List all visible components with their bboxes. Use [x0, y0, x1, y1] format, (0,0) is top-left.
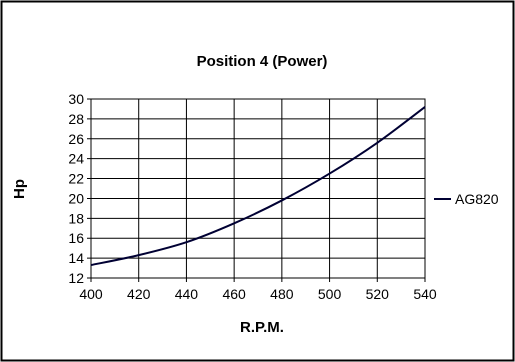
x-tick-label: 500	[318, 286, 342, 302]
x-axis-label: R.P.M.	[240, 319, 284, 336]
x-tick-label: 440	[175, 286, 199, 302]
series-line-ag820	[90, 106, 426, 267]
x-tick-label: 420	[127, 286, 151, 302]
y-tick-label: 26	[68, 131, 84, 147]
chart-title: Position 4 (Power)	[197, 53, 328, 70]
plot-area	[87, 98, 426, 282]
y-tick-label: 16	[68, 230, 84, 246]
y-tick-label: 28	[68, 111, 84, 127]
x-tick-label: 480	[270, 286, 294, 302]
x-tick-label: 460	[222, 286, 246, 302]
y-tick-label: 22	[68, 171, 84, 187]
y-tick-label: 12	[68, 270, 84, 286]
x-tick-label: 540	[413, 286, 437, 302]
y-tick-label: 18	[68, 210, 84, 226]
plot-border	[90, 98, 426, 279]
y-tick-label: 14	[68, 250, 84, 266]
x-tick-label: 400	[79, 286, 103, 302]
x-tick-labels: 400 420 440 460 480 500 520 540	[79, 286, 437, 302]
y-tick-label: 30	[68, 91, 84, 107]
y-tick-label: 20	[68, 190, 84, 206]
legend: AG820	[434, 191, 499, 207]
legend-entry-ag820: AG820	[455, 191, 499, 207]
y-tick-label: 24	[68, 151, 84, 167]
y-tick-labels: 12 14 16 18 20 22 24 26 28 30	[68, 91, 84, 286]
y-axis-label: Hp	[11, 179, 28, 199]
x-tick-label: 520	[366, 286, 390, 302]
